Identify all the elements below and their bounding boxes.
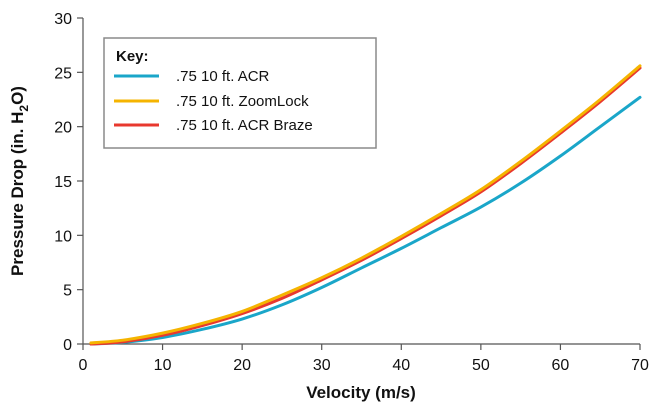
legend-title: Key: — [116, 48, 149, 65]
legend-label: .75 10 ft. ACR Braze — [176, 117, 313, 134]
series-line-2 — [89, 64, 642, 345]
x-tick-label: 60 — [552, 357, 570, 374]
y-tick-label: 30 — [54, 11, 72, 28]
x-tick-label: 70 — [631, 357, 649, 374]
y-axis-title-end: O) — [8, 86, 27, 105]
x-tick-label: 0 — [79, 357, 88, 374]
legend-items: .75 10 ft. ACR .75 10 ft. ZoomLock .75 10 … — [114, 68, 313, 134]
x-axis-title: Velocity (m/s) — [306, 383, 416, 402]
legend-box — [103, 37, 377, 149]
x-tick-label: 50 — [472, 357, 490, 374]
ticks: 0 10 20 30 40 50 60 70 0 5 10 15 20 25 30 — [54, 11, 649, 374]
x-tick-label: 30 — [313, 357, 331, 374]
y-tick-label: 5 — [63, 283, 72, 300]
x-tick-label: 40 — [392, 357, 410, 374]
y-tick-label: 20 — [54, 120, 72, 137]
series-line-1 — [89, 95, 642, 346]
series-lines — [89, 64, 642, 346]
legend-label: .75 10 ft. ZoomLock — [176, 93, 309, 110]
y-axis-title-subscript: 2 — [17, 105, 31, 112]
y-tick-label: 10 — [54, 228, 72, 245]
legend: Key: .75 10 ft. ACR.75 10 ft. ZoomLock.7… — [103, 37, 377, 149]
y-axis-title-main: Pressure Drop (in. H — [8, 112, 27, 276]
legend-label: .75 10 ft. ACR — [176, 68, 270, 85]
x-tick-label: 10 — [154, 357, 172, 374]
y-tick-label: 0 — [63, 337, 72, 354]
y-tick-label: 25 — [54, 65, 72, 82]
y-tick-label: 15 — [54, 174, 72, 191]
series-line-3 — [89, 66, 642, 346]
y-axis-title: Pressure Drop (in. H2O) — [8, 86, 31, 276]
x-tick-label: 20 — [233, 357, 251, 374]
